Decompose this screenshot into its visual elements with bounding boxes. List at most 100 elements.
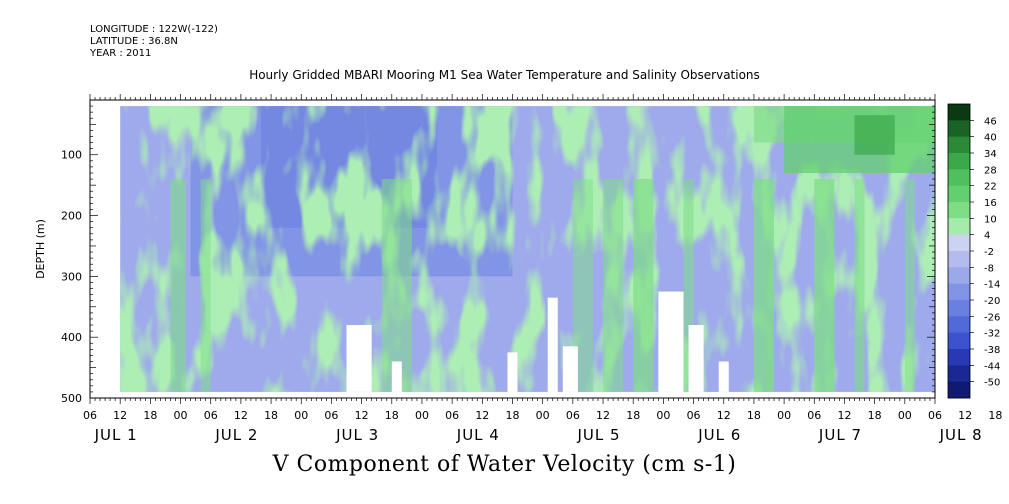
data-gap [346, 325, 372, 392]
colorbar-tick-label: 4 [984, 231, 990, 242]
colorbar-tick-label: 40 [984, 133, 997, 144]
colorbar-swatch [948, 251, 970, 268]
x-hour-tick-label: 12 [234, 409, 248, 422]
x-hour-tick-label: 00 [536, 409, 550, 422]
colorbar-tick-label: -20 [984, 296, 1000, 307]
colorbar-swatch [948, 300, 970, 317]
x-hour-tick-label: 06 [807, 409, 821, 422]
x-day-label: JUL 1 [94, 426, 138, 444]
colorbar-swatch [948, 169, 970, 187]
colorbar-swatch [948, 283, 970, 301]
x-hour-tick-label: 00 [294, 409, 308, 422]
colorbar-swatch [948, 349, 970, 366]
colorbar-tick-label: 16 [984, 198, 997, 209]
x-day-label: JUL 4 [456, 426, 500, 444]
colorbar-swatch [948, 234, 970, 252]
x-hour-tick-label: 18 [988, 409, 1002, 422]
x-day-label: JUL 5 [576, 426, 620, 444]
x-axis-variable-title: V Component of Water Velocity (cm s-1) [272, 452, 737, 477]
chart-title: Hourly Gridded MBARI Mooring M1 Sea Wate… [249, 68, 760, 82]
colorbar-swatch [948, 136, 970, 154]
x-hour-tick-label: 18 [385, 409, 399, 422]
x-hour-tick-label: 06 [566, 409, 580, 422]
data-gap [547, 297, 558, 392]
x-hour-tick-label: 18 [264, 409, 278, 422]
colorbar-swatch [948, 120, 970, 138]
x-hour-tick-label: 00 [415, 409, 429, 422]
y-tick-label: 100 [61, 149, 82, 162]
x-day-label: JUL 3 [335, 426, 379, 444]
y-tick-label: 400 [61, 331, 82, 344]
axes: 06 12 18 00 06 12 18 00 06 12 18 00 06 12 18 00 06 12 18 00… [34, 94, 1002, 444]
colorbar-tick-label: -2 [984, 247, 994, 258]
heatmap-positive-band [381, 179, 412, 392]
heatmap-positive-band [904, 179, 915, 392]
colorbar-tick-label: -50 [984, 378, 1000, 389]
colorbar-tick-label: 10 [984, 214, 997, 225]
colorbar-swatch [948, 267, 970, 285]
x-hour-tick-label: 12 [596, 409, 610, 422]
x-hour-tick-label: 06 [928, 409, 942, 422]
plot-area [120, 106, 935, 392]
y-tick-label: 200 [61, 210, 82, 223]
colorbar-tick-label: -26 [984, 312, 1000, 323]
colorbar-swatch [948, 218, 970, 236]
x-hour-tick-label: 00 [898, 409, 912, 422]
heatmap-positive-band [603, 179, 624, 392]
x-day-label: JUL 7 [818, 426, 862, 444]
x-hour-tick-label: 06 [204, 409, 218, 422]
colorbar-swatch [948, 381, 970, 399]
year-label: YEAR : 2011 [90, 48, 152, 59]
longitude-label: LONGITUDE : 122W(-122) [90, 24, 218, 35]
colorbar-tick-label: 22 [984, 182, 997, 193]
colorbar-tick-label: 46 [984, 116, 997, 127]
x-hour-tick-label: 18 [506, 409, 520, 422]
heatmap-positive-band [170, 179, 186, 392]
x-hour-tick-label: 00 [777, 409, 791, 422]
colorbar-swatch [948, 332, 970, 350]
colorbar-swatch [948, 365, 970, 383]
data-gap [391, 361, 402, 392]
y-tick-label: 500 [61, 392, 82, 405]
colorbar-swatch [948, 153, 970, 170]
x-hour-tick-label: 00 [656, 409, 670, 422]
heatmap-positive-band [200, 179, 211, 392]
x-hour-tick-label: 12 [837, 409, 851, 422]
data-gap [507, 352, 518, 392]
data-gap [718, 361, 729, 392]
x-hour-tick-label: 00 [174, 409, 188, 422]
x-hour-tick-label: 18 [143, 409, 157, 422]
data-gap [562, 346, 578, 392]
colorbar-tick-label: 28 [984, 165, 997, 176]
colorbar-swatch [948, 185, 970, 203]
y-tick-label: 300 [61, 270, 82, 283]
x-hour-tick-label: 18 [868, 409, 882, 422]
x-day-label: JUL 8 [939, 426, 983, 444]
heatmap-positive-band [753, 179, 775, 392]
x-hour-tick-label: 12 [958, 409, 972, 422]
colorbar-tick-label: -38 [984, 345, 1000, 356]
colorbar-tick-label: -32 [984, 329, 1000, 340]
latitude-label: LATITUDE : 36.8N [90, 36, 178, 47]
colorbar-tick-label: -8 [984, 263, 994, 274]
x-hour-tick-label: 06 [324, 409, 338, 422]
x-hour-tick-label: 12 [113, 409, 127, 422]
x-hour-tick-label: 12 [355, 409, 369, 422]
x-hour-tick-label: 18 [747, 409, 761, 422]
x-hour-tick-label: 18 [626, 409, 640, 422]
data-gap [688, 325, 704, 392]
y-axis-label: DEPTH (m) [34, 219, 47, 279]
heatmap-positive-band [572, 179, 593, 392]
colorbar-swatch [948, 202, 970, 219]
colorbar: 46 40 34 28 22 16 10 4 -2 -8 -14 -20 -26 -32 -38 -44 -50 [947, 103, 1000, 399]
heatmap-positive-band [854, 179, 865, 392]
colorbar-tick-label: -44 [984, 361, 1000, 372]
heatmap-positive-band [633, 179, 654, 392]
x-hour-tick-label: 06 [83, 409, 97, 422]
colorbar-tick-label: -14 [984, 280, 1000, 291]
x-hour-tick-label: 06 [445, 409, 459, 422]
heatmap-positive-surface-max [854, 115, 895, 155]
x-day-label: JUL 6 [697, 426, 741, 444]
colorbar-swatch [948, 104, 970, 121]
x-day-label: JUL 2 [214, 426, 258, 444]
